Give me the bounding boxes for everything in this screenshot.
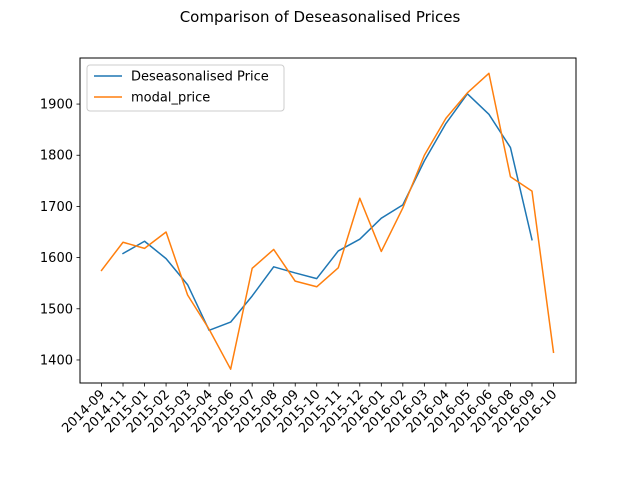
legend-label-1: modal_price (131, 91, 210, 106)
legend-label-0: Deseasonalised Price (131, 70, 269, 85)
chart-title: Comparison of Deseasonalised Prices (180, 8, 461, 26)
y-tick-label-0: 1400 (40, 353, 73, 368)
y-tick-label-4: 1800 (40, 149, 73, 164)
plot-lines (100, 72, 555, 370)
plot-frame (79, 57, 577, 384)
y-tick-label-5: 1900 (40, 98, 73, 113)
x-axis: 2014-092014-112015-012015-022015-032015-… (59, 383, 560, 436)
y-tick-label-3: 1700 (40, 200, 73, 215)
series-line-1 (100, 72, 555, 370)
series-line-0 (121, 93, 533, 332)
legend: Deseasonalised Price modal_price (86, 64, 285, 112)
y-axis: 1400 1500 1600 1700 1800 1900 (40, 98, 80, 368)
y-tick-label-1: 1500 (40, 302, 73, 317)
y-tick-label-2: 1600 (40, 251, 73, 266)
legend-box (86, 64, 285, 112)
